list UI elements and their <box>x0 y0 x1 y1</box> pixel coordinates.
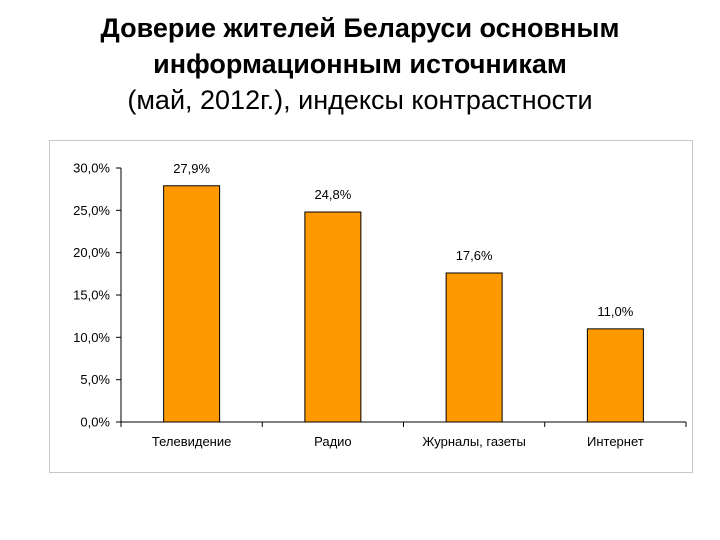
category-label: Радио <box>314 434 352 449</box>
category-label: Телевидение <box>152 434 231 449</box>
bar <box>304 211 362 423</box>
category-label: Журналы, газеты <box>422 434 525 449</box>
y-tick-label: 5,0% <box>80 372 110 387</box>
bar-chart: 0,0% 5,0% 10,0% 15,0% 20,0% 25,0% 30,0% 27,9% Те… <box>73 161 687 449</box>
title-line-3: (май, 2012г.), индексы контрастности <box>127 85 593 115</box>
y-tick-label: 20,0% <box>73 245 110 260</box>
data-label: 17,6% <box>456 248 493 263</box>
y-tick-label: 30,0% <box>73 161 110 176</box>
chart-frame: 0,0% 5,0% 10,0% 15,0% 20,0% 25,0% 30,0% 27,9% Те… <box>49 140 693 473</box>
y-tick-label: 0,0% <box>80 415 110 430</box>
data-label: 27,9% <box>173 161 210 176</box>
title-line-2: информационным источникам <box>153 49 567 79</box>
bar <box>163 185 221 423</box>
data-label: 24,8% <box>314 187 351 202</box>
slide-title: Доверие жителей Беларуси основным информ… <box>0 10 720 118</box>
bar <box>586 328 644 423</box>
bar <box>445 272 503 423</box>
y-tick-label: 25,0% <box>73 203 110 218</box>
y-tick-label: 10,0% <box>73 330 110 345</box>
y-tick-label: 15,0% <box>73 288 110 303</box>
category-label: Интернет <box>587 434 644 449</box>
title-line-1: Доверие жителей Беларуси основным <box>100 13 620 43</box>
data-label: 11,0% <box>597 304 633 319</box>
